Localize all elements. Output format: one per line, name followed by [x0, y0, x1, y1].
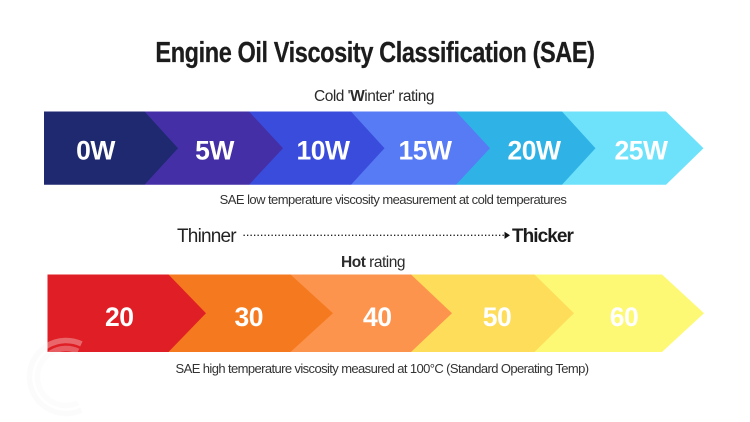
- svg-text:10W: 10W: [297, 135, 350, 165]
- svg-text:40: 40: [363, 302, 391, 332]
- svg-text:20: 20: [105, 302, 133, 332]
- svg-text:0W: 0W: [76, 135, 115, 165]
- svg-text:60: 60: [610, 302, 638, 332]
- svg-text:25W: 25W: [615, 135, 668, 165]
- svg-text:20W: 20W: [508, 135, 561, 165]
- svg-text:15W: 15W: [399, 135, 452, 165]
- svg-text:30: 30: [234, 302, 262, 332]
- svg-text:5W: 5W: [195, 135, 234, 165]
- svg-text:50: 50: [483, 302, 511, 332]
